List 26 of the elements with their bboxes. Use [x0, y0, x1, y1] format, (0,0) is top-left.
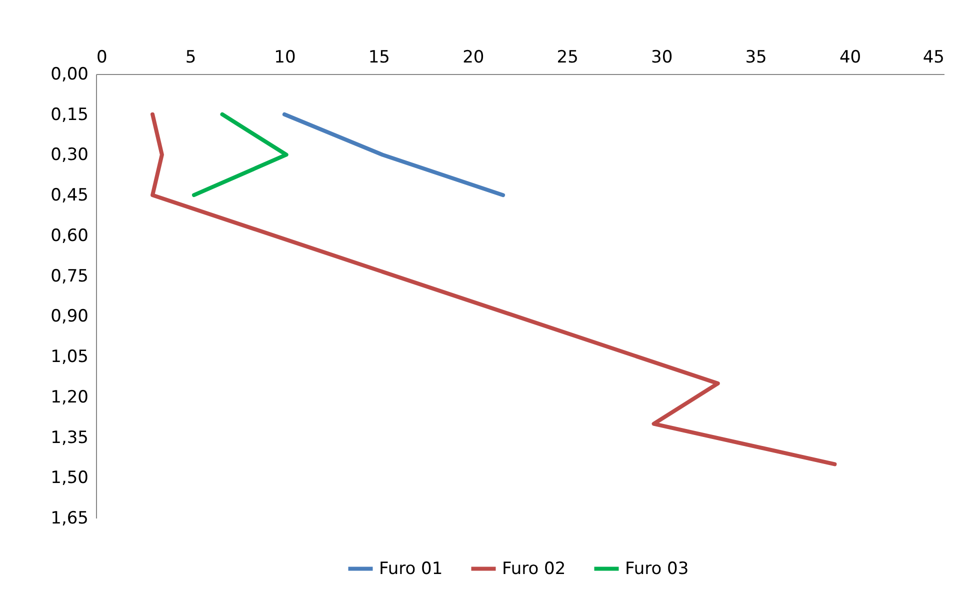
- x-tick-label: 0: [96, 48, 108, 68]
- y-tick-label: 0,60: [50, 226, 88, 246]
- legend-label: Furo 01: [379, 558, 443, 579]
- y-tick-label: 0,30: [50, 145, 88, 166]
- y-tick-label: 0,75: [50, 266, 88, 286]
- x-tick-label: 35: [745, 48, 767, 68]
- y-tick-label: 0,45: [50, 186, 88, 206]
- y-tick-label: 0,00: [50, 64, 88, 84]
- x-tick-label: 10: [274, 48, 296, 68]
- x-tick-label: 25: [556, 48, 578, 68]
- y-tick-label: 1,20: [50, 387, 88, 408]
- y-tick-label: 0,15: [50, 104, 88, 125]
- y-tick-label: 1,65: [50, 508, 88, 528]
- legend-label: Furo 03: [625, 558, 689, 579]
- y-tick-label: 1,35: [50, 428, 88, 448]
- x-tick-label: 30: [651, 48, 673, 68]
- line-series: [150, 112, 837, 466]
- x-tick-label: 20: [462, 48, 484, 68]
- y-tick-label: 1,50: [50, 468, 88, 488]
- y-tick-label: 0,90: [50, 306, 88, 327]
- x-tick-label: 5: [185, 48, 196, 68]
- x-tick-label: 45: [922, 48, 944, 68]
- x-tick-label: 40: [839, 48, 862, 68]
- legend-label: Furo 02: [502, 558, 566, 579]
- x-tick-label: 15: [368, 48, 390, 68]
- y-tick-label: 1,05: [50, 347, 88, 368]
